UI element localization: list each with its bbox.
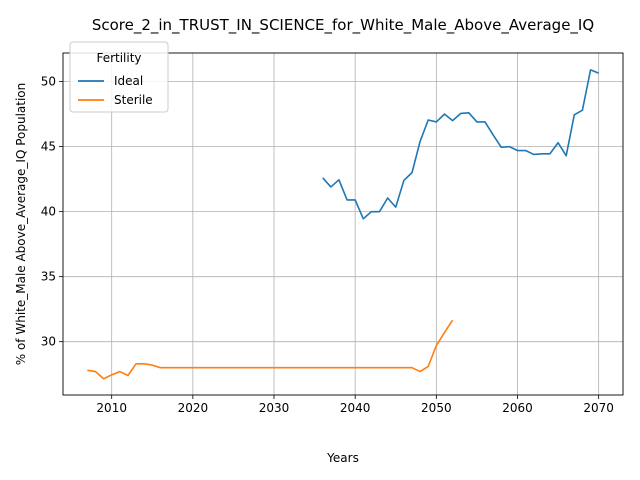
y-tick-label: 35 [41, 270, 56, 284]
x-ticks: 2010 2020 2030 2040 2050 2060 2070 [96, 395, 614, 415]
legend: Fertility Ideal Sterile [69, 41, 169, 113]
y-axis-label: % of White_Male Above_Average_IQ Populat… [14, 83, 28, 366]
x-tick-label: 2020 [178, 401, 209, 415]
y-tick-label: 50 [41, 75, 56, 89]
x-tick-label: 2050 [421, 401, 452, 415]
y-ticks: 30 35 40 45 50 [41, 75, 63, 349]
x-tick-label: 2060 [502, 401, 533, 415]
x-tick-label: 2070 [583, 401, 614, 415]
series-lines [87, 69, 599, 380]
legend-label: Ideal [114, 74, 143, 88]
legend-frame [69, 41, 169, 113]
series-line-sterile [87, 319, 454, 380]
legend-label: Sterile [114, 93, 153, 107]
y-tick-label: 30 [41, 335, 56, 349]
x-tick-label: 2010 [96, 401, 127, 415]
series-line-ideal [322, 69, 599, 220]
x-tick-label: 2040 [340, 401, 371, 415]
x-tick-label: 2030 [259, 401, 290, 415]
y-tick-label: 40 [41, 205, 56, 219]
legend-title: Fertility [96, 51, 141, 65]
x-axis-label: Years [326, 451, 359, 465]
chart-title: Score_2_in_TRUST_IN_SCIENCE_for_White_Ma… [92, 16, 594, 35]
y-tick-label: 45 [41, 140, 56, 154]
plot-frame [62, 52, 624, 396]
